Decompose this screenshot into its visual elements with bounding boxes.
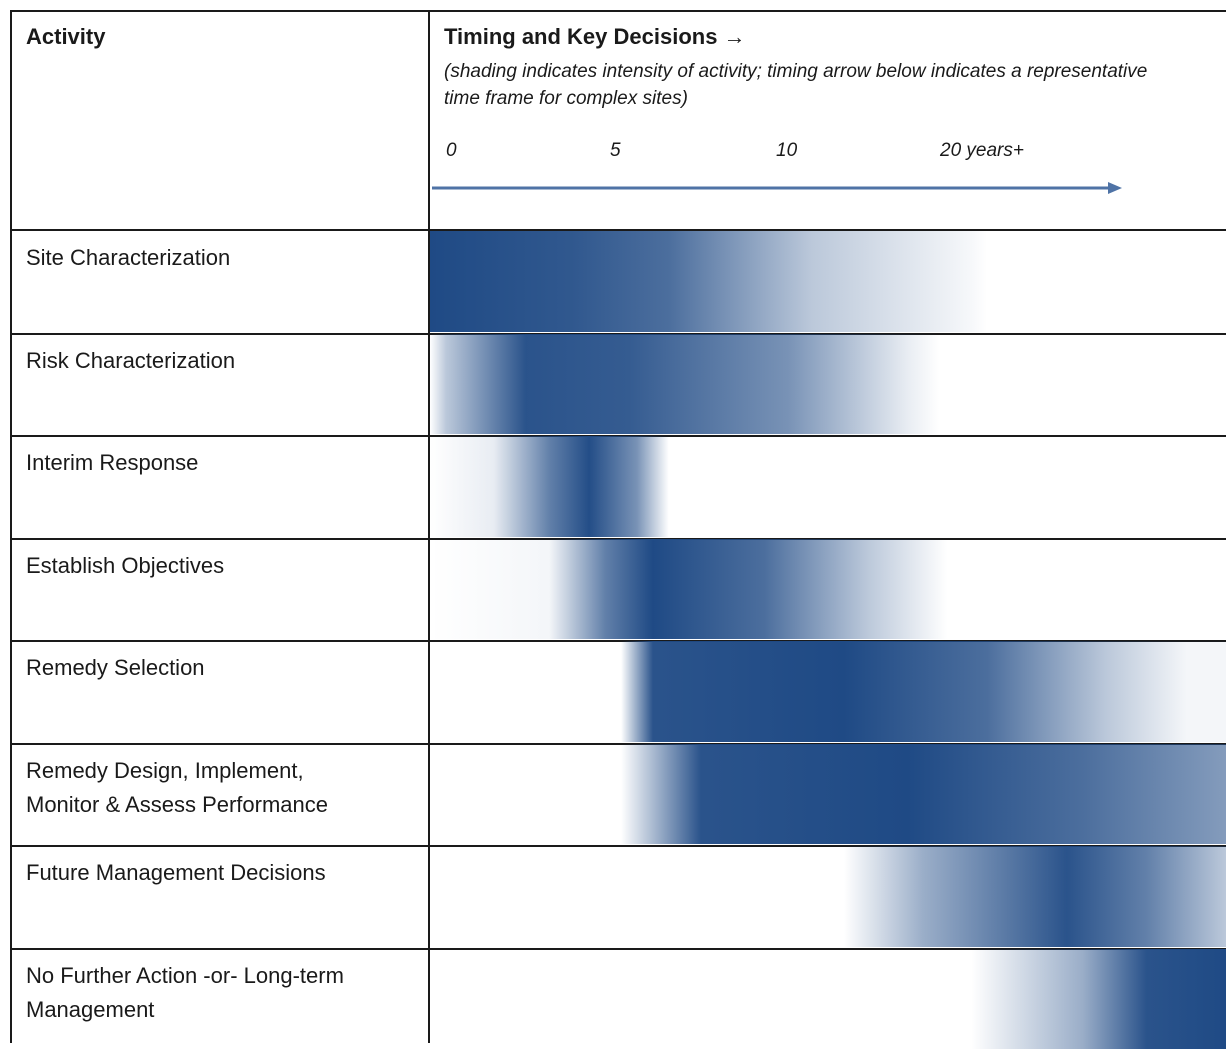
activity-label: Remedy Selection [26,655,205,680]
activity-label: Risk Characterization [26,348,236,373]
activity-label: No Further Action -or- Long-term Managem… [26,963,344,1022]
activity-label: Future Management Decisions [26,860,326,885]
activity-intensity-band [430,949,1226,1049]
activity-label: Establish Objectives [26,553,225,578]
activity-label: Remedy Design, Implement, Monitor & Asse… [26,758,329,817]
activity-intensity-band [430,539,1226,639]
top-border [10,10,1226,12]
activity-column-header: Activity [26,24,106,49]
left-border [10,10,12,1043]
activity-intensity-band [430,231,1226,332]
tick-label-20-years: 20 years+ [940,140,1024,161]
activity-intensity-band [430,744,1226,844]
tick-label-5: 5 [610,140,621,161]
tick-label-0: 0 [446,140,457,161]
header-divider [10,229,1226,231]
activity-label: Interim Response [26,450,199,475]
activity-intensity-band [430,641,1226,742]
activity-intensity-band [430,436,1226,537]
tick-label-10: 10 [776,140,798,161]
activity-intensity-band [430,334,1226,434]
activity-intensity-band [430,846,1226,947]
timing-column-header: Timing and Key Decisions → [444,24,746,49]
timing-arrow-icon [432,182,1122,194]
activity-label: Site Characterization [26,245,231,270]
column-divider [428,10,430,1043]
timing-note: (shading indicates intensity of activity… [444,61,1148,109]
